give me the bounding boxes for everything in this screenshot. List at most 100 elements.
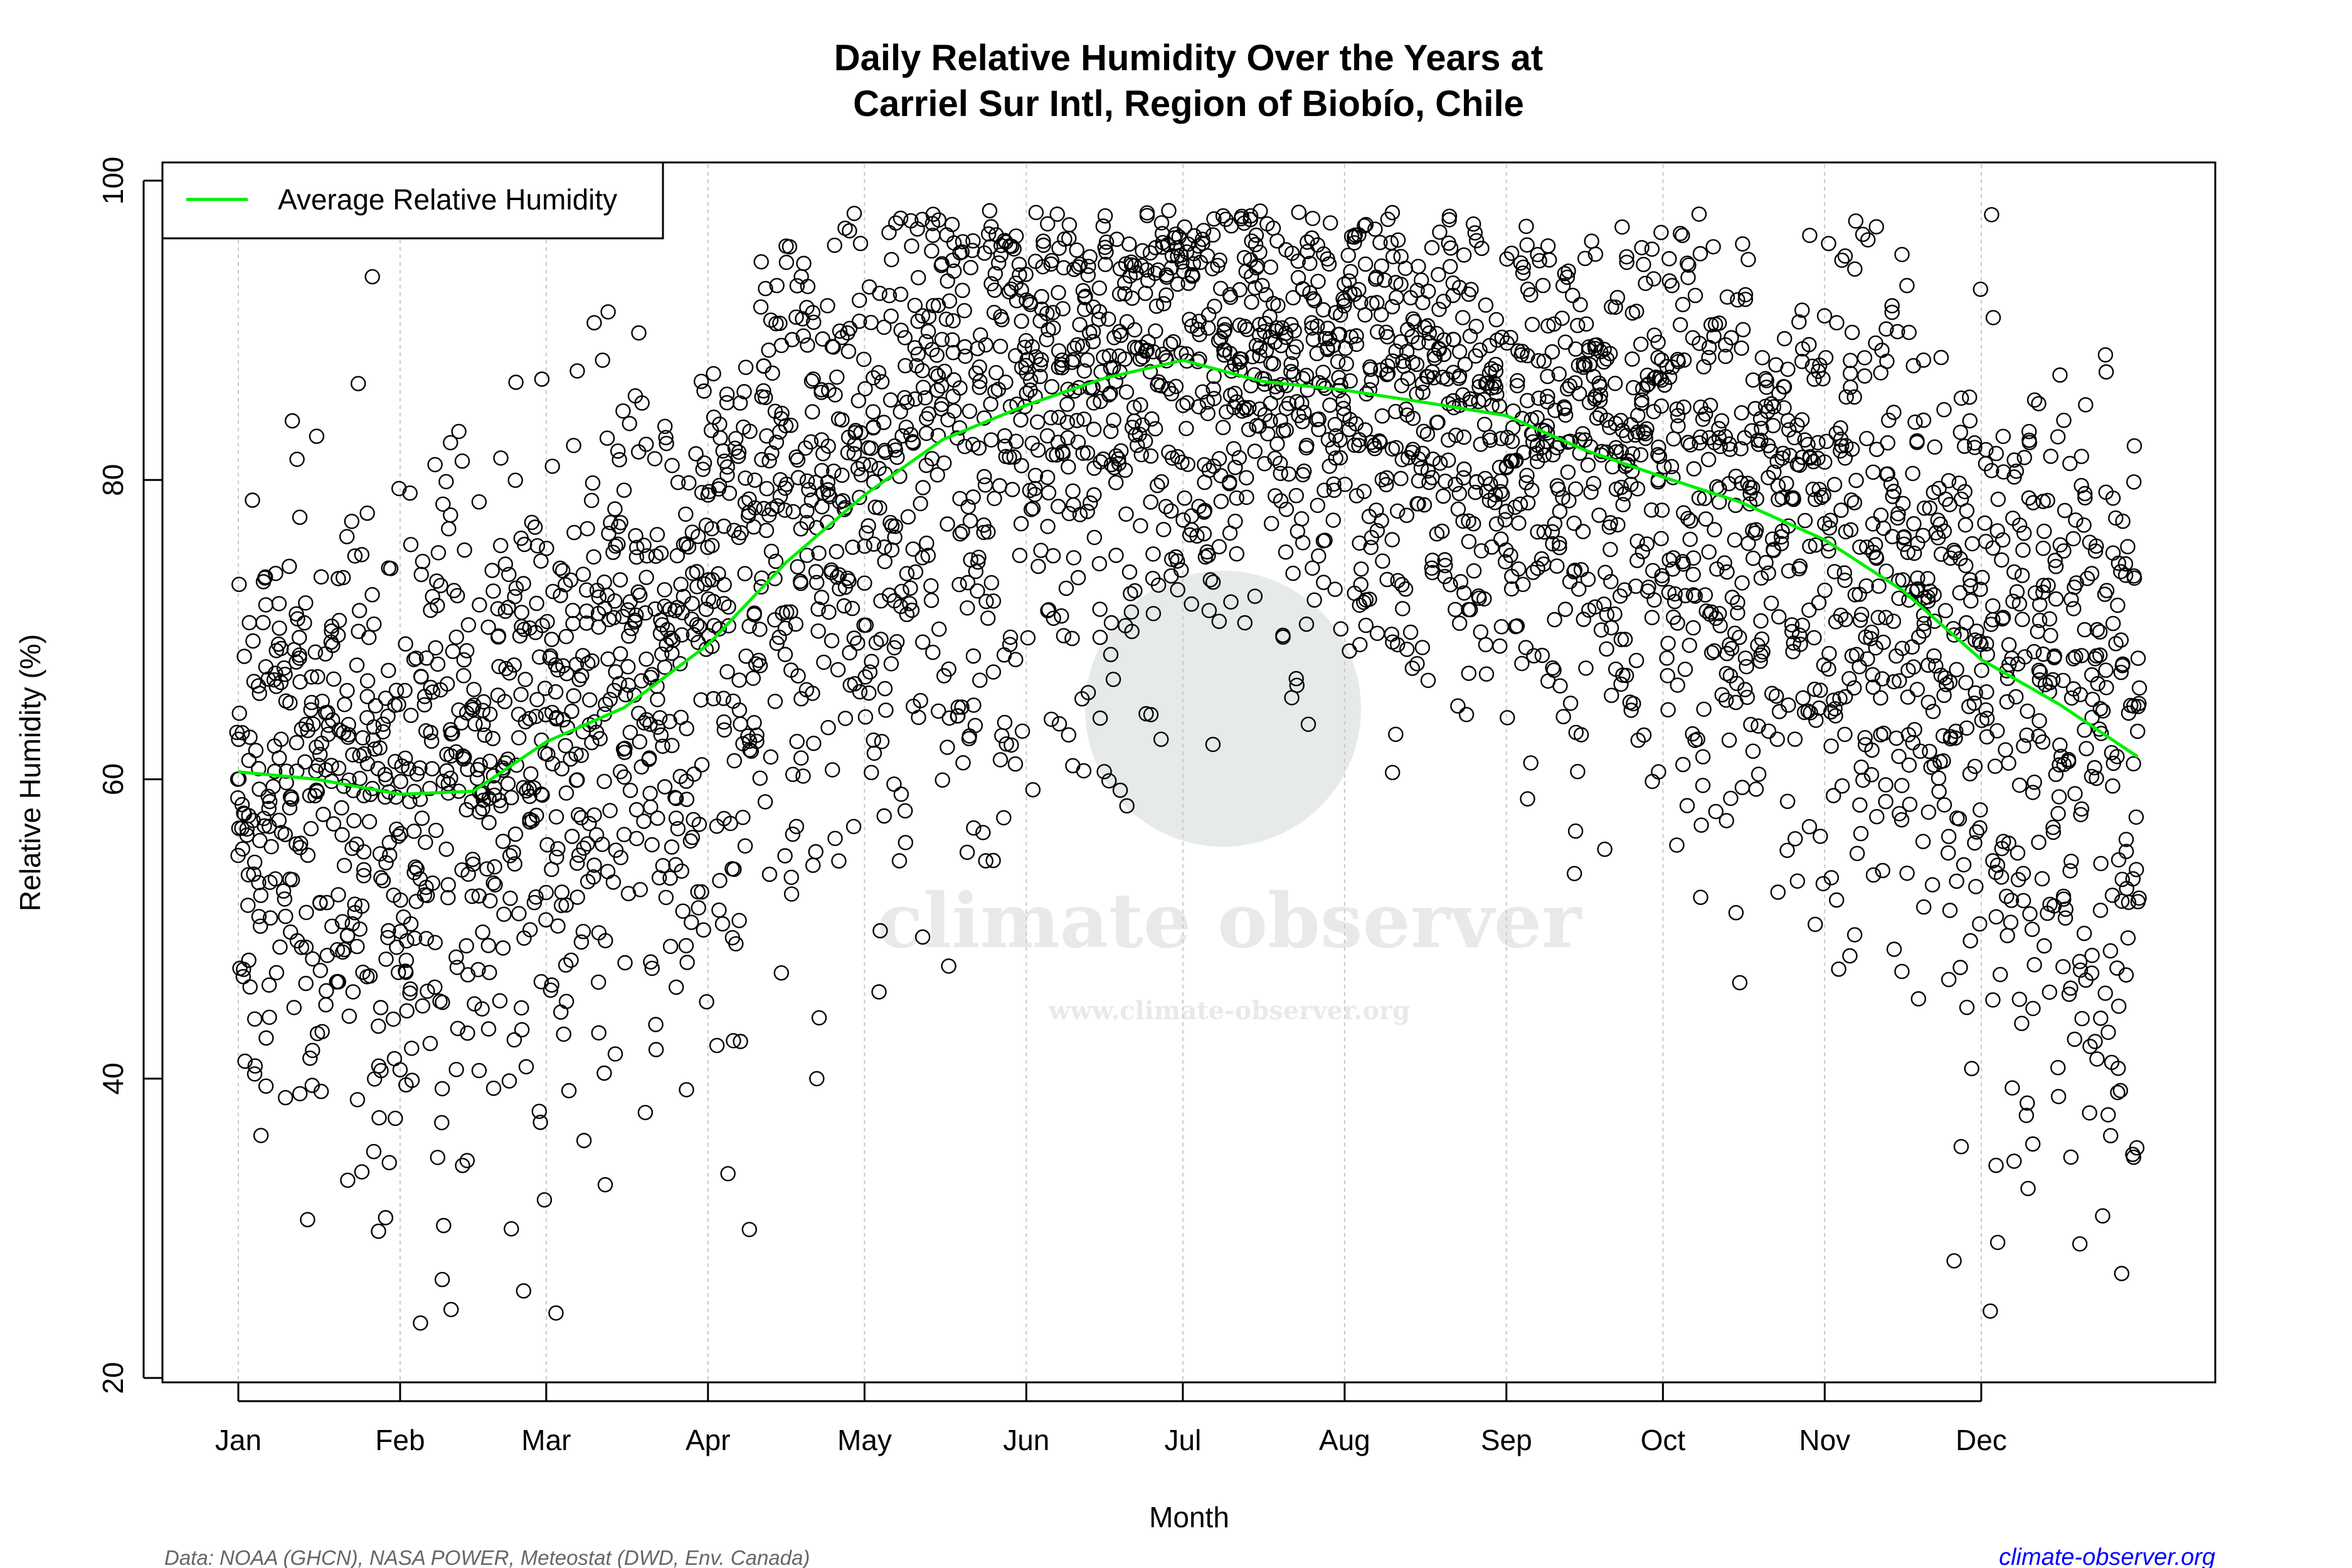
data-point xyxy=(952,526,968,542)
data-point xyxy=(1043,410,1059,426)
data-point xyxy=(1910,570,1926,586)
data-point xyxy=(1951,475,1967,491)
data-point xyxy=(1032,357,1049,373)
data-point xyxy=(2050,1089,2067,1104)
data-point xyxy=(1140,334,1156,350)
data-point xyxy=(1144,411,1160,427)
data-point xyxy=(569,855,585,871)
data-point xyxy=(851,292,867,308)
data-point xyxy=(586,549,601,565)
data-point xyxy=(1348,328,1364,344)
data-point xyxy=(1002,637,1018,652)
data-point xyxy=(485,731,501,746)
data-point xyxy=(803,373,820,389)
data-point xyxy=(1557,334,1574,350)
data-point xyxy=(2032,612,2048,628)
data-point xyxy=(361,813,378,830)
data-point xyxy=(1515,265,1531,281)
data-point xyxy=(1560,464,1576,480)
data-point xyxy=(1211,539,1227,554)
data-point xyxy=(1973,282,1988,297)
data-point xyxy=(1374,408,1391,424)
data-point xyxy=(616,827,632,842)
data-point xyxy=(424,761,440,776)
data-point xyxy=(1523,755,1539,771)
data-point xyxy=(1823,704,1839,720)
data-point xyxy=(1936,523,1952,539)
data-point xyxy=(1847,261,1863,277)
data-point xyxy=(2063,854,2079,869)
data-point xyxy=(970,554,986,570)
data-point xyxy=(1884,298,1900,314)
data-point xyxy=(1920,589,1936,605)
data-point xyxy=(1369,522,1385,539)
data-point xyxy=(1846,680,1862,696)
data-point xyxy=(1175,512,1191,528)
data-point xyxy=(808,475,824,490)
data-point xyxy=(1587,246,1604,262)
data-point xyxy=(1754,350,1771,366)
x-tick-label: Jun xyxy=(1003,1424,1049,1456)
data-point xyxy=(428,822,444,839)
data-point xyxy=(1572,297,1588,312)
data-point xyxy=(1843,522,1859,538)
data-point xyxy=(284,872,300,887)
data-point xyxy=(772,489,788,504)
data-point xyxy=(827,387,843,403)
data-point xyxy=(1552,536,1567,551)
data-point xyxy=(1905,465,1920,482)
data-point xyxy=(1860,651,1875,667)
data-point xyxy=(1884,529,1900,544)
data-point xyxy=(871,460,887,477)
data-point xyxy=(1133,397,1148,413)
data-point xyxy=(877,443,893,458)
data-point xyxy=(467,716,483,732)
data-point xyxy=(1296,405,1312,420)
data-point xyxy=(398,952,414,968)
data-point xyxy=(1389,290,1404,305)
data-point xyxy=(1519,393,1535,408)
data-point xyxy=(753,299,769,315)
data-point xyxy=(1587,599,1603,615)
data-point xyxy=(1039,470,1056,485)
data-point xyxy=(414,810,430,826)
data-point xyxy=(276,660,292,676)
data-point xyxy=(1437,552,1453,568)
data-point xyxy=(563,952,579,968)
data-point xyxy=(1743,716,1759,733)
data-point xyxy=(2045,824,2062,840)
data-point xyxy=(1158,287,1174,303)
data-point xyxy=(507,589,522,605)
data-point xyxy=(378,1210,393,1226)
data-point xyxy=(882,392,899,408)
data-point xyxy=(1356,484,1372,499)
data-point xyxy=(1539,394,1555,410)
data-point xyxy=(1012,267,1027,283)
data-point xyxy=(1956,438,1973,454)
data-point xyxy=(887,529,903,545)
data-point xyxy=(1009,396,1025,412)
data-point xyxy=(1580,457,1596,473)
data-point xyxy=(1481,337,1498,354)
data-point xyxy=(240,898,256,913)
data-point xyxy=(952,380,968,396)
data-point xyxy=(1179,421,1194,437)
data-point xyxy=(1641,580,1656,595)
data-point xyxy=(1484,539,1500,555)
data-point xyxy=(1963,933,1978,949)
data-point xyxy=(1281,466,1297,482)
data-point xyxy=(1966,435,1983,451)
data-point xyxy=(887,519,903,534)
data-point xyxy=(1661,251,1677,267)
data-point xyxy=(1650,447,1666,463)
data-point xyxy=(617,769,632,785)
data-point xyxy=(952,490,968,507)
data-point xyxy=(558,577,573,593)
data-point xyxy=(528,889,544,905)
data-point xyxy=(1273,493,1289,509)
data-point xyxy=(2131,680,2148,696)
site-link[interactable]: climate-observer.org xyxy=(1999,1544,2215,1568)
data-point xyxy=(613,850,628,866)
data-point xyxy=(769,278,785,294)
data-point xyxy=(423,724,438,741)
